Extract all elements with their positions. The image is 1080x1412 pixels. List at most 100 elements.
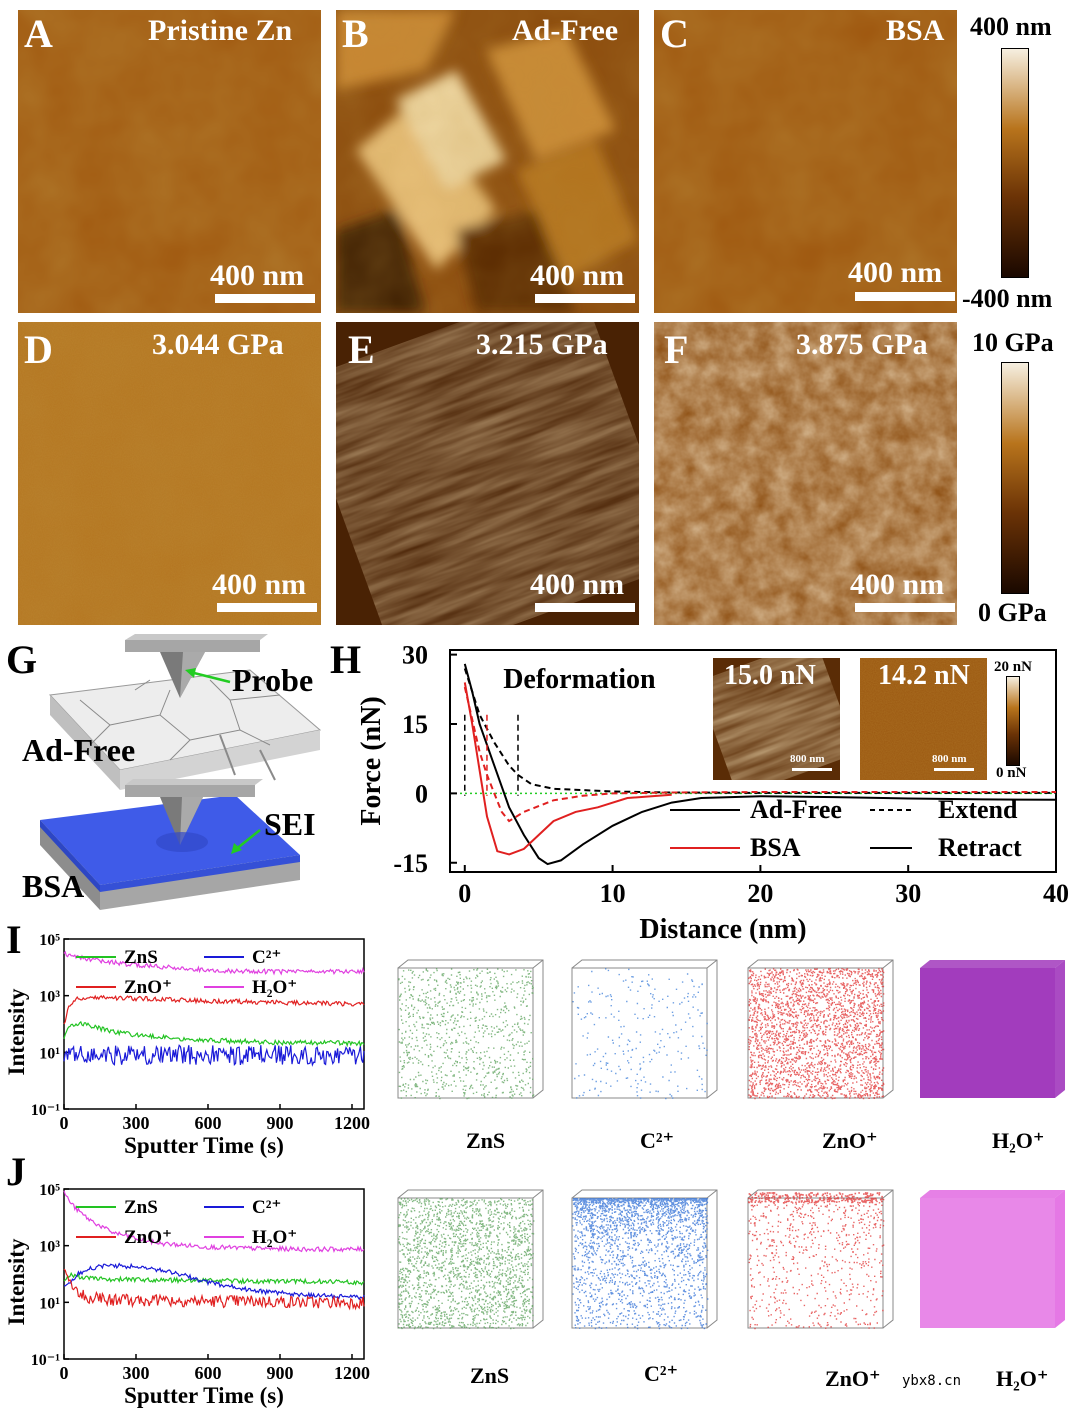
panel-title-c: BSA: [886, 14, 945, 47]
series-line: [63, 1271, 365, 1286]
cube-side: [1055, 960, 1065, 1098]
legend-label-extend: Extend: [938, 795, 1018, 824]
cube-3d-map: [571, 959, 718, 1100]
panel-letter-f: F: [664, 327, 689, 372]
y-axis-label: Intensity: [4, 988, 29, 1075]
cube-points: [398, 1198, 535, 1330]
cube-3d-map: [747, 1189, 894, 1330]
modulus-colorbar-top-label: 10 GPa: [972, 328, 1054, 357]
cube-label-j-h2o: H₂O⁺: [996, 1366, 1049, 1391]
y-axis-label: Force (nN): [356, 696, 387, 825]
y-axis-label: Intensity: [4, 1238, 29, 1325]
legend-label-retract: Retract: [938, 833, 1022, 862]
x-tick-label: 1200: [334, 1363, 370, 1383]
inset-colorbar-top: 20 nN: [994, 659, 1032, 675]
cube-back-edge: [397, 959, 544, 1099]
probe-schematic: [40, 634, 322, 910]
cube-3d-map: [397, 1189, 544, 1330]
legend-label: ZnS: [124, 947, 158, 968]
x-tick-label: 900: [267, 1363, 294, 1383]
panel-title-a: Pristine Zn: [148, 14, 293, 47]
panel-title-f: 3.875 GPa: [796, 328, 928, 361]
panel-title-b: Ad-Free: [512, 14, 619, 47]
cube-front: [920, 968, 1055, 1098]
inset-force-colorbar: [1006, 676, 1020, 766]
legend-label-bsa: BSA: [750, 833, 801, 862]
scale-label-b: 400 nm: [530, 259, 625, 292]
x-tick-label: 600: [195, 1363, 222, 1383]
series-ad-free-retract: [463, 663, 1057, 866]
y-tick-label: 10⁵: [39, 932, 60, 949]
series-line: [63, 1268, 365, 1311]
schematic-label-bsa: BSA: [22, 868, 85, 904]
panel-letter-g: G: [6, 637, 38, 682]
inset-bsa-value: 14.2 nN: [878, 660, 970, 691]
inset-adfree-force-map: [713, 658, 840, 780]
series-line: [63, 1262, 365, 1301]
afm-image-d: [18, 322, 321, 625]
cube-points: [748, 1192, 885, 1330]
y-tick-label: 10⁻¹: [31, 1352, 60, 1369]
cube-top: [920, 960, 1065, 968]
panel-letter-c: C: [660, 11, 689, 56]
panel-letter-a: A: [24, 11, 53, 56]
y-tick-label: 30: [402, 641, 428, 670]
y-tick-label: 10³: [39, 989, 60, 1006]
modulus-colorbar: [1001, 362, 1029, 594]
x-tick-label: 0: [60, 1113, 69, 1133]
panel-letter-i: I: [6, 917, 22, 962]
y-tick-label: 15: [402, 710, 428, 739]
x-axis-label: Distance (nm): [639, 914, 806, 945]
series-line: [63, 1020, 365, 1048]
scale-bar-a: [215, 294, 315, 303]
inset-adfree-value: 15.0 nN: [724, 660, 816, 691]
scale-bar-b: [535, 294, 635, 303]
x-tick-label: 600: [195, 1113, 222, 1133]
cube-back-edge: [571, 1189, 718, 1329]
x-tick-label: 10: [600, 879, 626, 908]
cube-3d-map: [920, 960, 1065, 1098]
x-tick-label: 1200: [334, 1113, 370, 1133]
height-colorbar: [1001, 48, 1029, 278]
cube-3d-map: [397, 959, 544, 1100]
cube-edge: [532, 959, 544, 969]
x-tick-label: 900: [267, 1113, 294, 1133]
x-axis-label: Sputter Time (s): [124, 1383, 284, 1408]
legend-label: C²⁺: [252, 947, 281, 968]
cube-3d-map: [920, 1190, 1065, 1328]
inset-bsa-scale-bar: [934, 768, 974, 771]
panel-letter-h: H: [330, 637, 362, 682]
y-tick-label: 10¹: [39, 1045, 60, 1062]
cube-label-j-zns: ZnS: [470, 1363, 510, 1388]
tof-sims-3d-maps: [397, 959, 1065, 1330]
cube-edge: [532, 1189, 544, 1199]
afm-image-c: [654, 10, 957, 313]
y-tick-label: 10³: [39, 1239, 60, 1256]
scale-label-d: 400 nm: [212, 568, 307, 601]
series-line: [63, 950, 365, 976]
cube-edge: [882, 959, 894, 969]
cube-top: [920, 1190, 1065, 1198]
cube-label-j-c2: C²⁺: [644, 1361, 679, 1386]
cube-edge: [882, 1189, 894, 1199]
height-colorbar-bottom-label: -400 nm: [962, 284, 1053, 313]
cube-side: [1055, 1190, 1065, 1328]
cube-points: [748, 968, 885, 1100]
schematic-label-adfree: Ad-Free: [22, 732, 136, 768]
inset-adfree-scale-bar: [792, 768, 832, 771]
y-tick-label: 10⁵: [39, 1182, 60, 1199]
height-colorbar-top-label: 400 nm: [970, 12, 1052, 41]
x-tick-label: 30: [895, 879, 921, 908]
cube-label-j-zno: ZnO⁺: [825, 1366, 881, 1391]
panel-title-e: 3.215 GPa: [476, 328, 608, 361]
legend-label: C²⁺: [252, 1197, 281, 1218]
x-axis-label: Sputter Time (s): [124, 1133, 284, 1158]
cube-front-edge: [397, 967, 534, 1099]
panel-title-d: 3.044 GPa: [152, 328, 284, 361]
cube-front: [920, 1198, 1055, 1328]
cube-label-i-zns: ZnS: [466, 1128, 506, 1153]
legend-label: H₂O⁺: [252, 977, 297, 998]
x-tick-label: 300: [123, 1363, 150, 1383]
cube-label-i-h2o: H₂O⁺: [992, 1128, 1045, 1153]
watermark: ybx8.cn: [902, 1373, 962, 1389]
